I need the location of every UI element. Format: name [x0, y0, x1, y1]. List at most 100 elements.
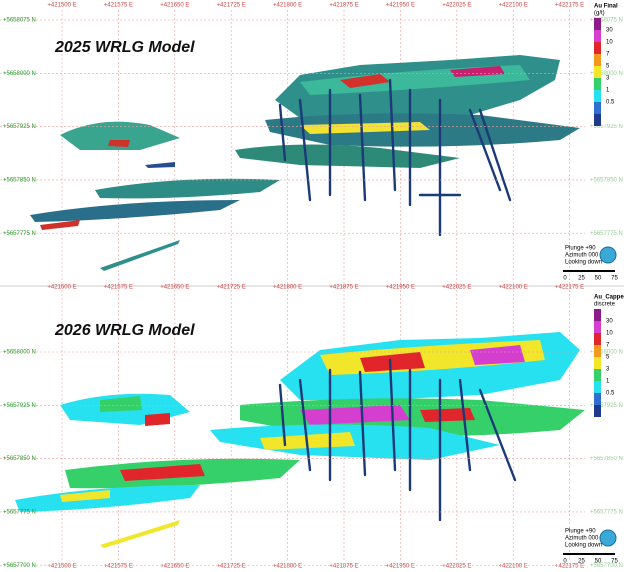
legend-swatch	[594, 393, 601, 405]
legend-title: Au Final	[594, 4, 618, 10]
easting-label: +422100 E	[499, 285, 528, 291]
easting-label: +422025 E	[442, 285, 471, 291]
northing-label: +5657925 N	[590, 403, 623, 409]
northing-label: +5657850 N	[3, 456, 36, 462]
northing-label: +5657775 N	[3, 231, 36, 237]
legend-swatch	[594, 54, 601, 66]
scale-label: 75	[611, 559, 618, 565]
legend-swatch	[594, 90, 601, 102]
northing-label: +5658000 N	[590, 350, 623, 356]
easting-label: +421575 E	[104, 564, 133, 570]
scale-label: 0	[563, 559, 567, 565]
easting-label: +422025 E	[442, 3, 471, 9]
northing-label: +5658000 N	[3, 71, 36, 77]
ore-bodies-2026	[15, 332, 585, 548]
legend-swatch	[594, 18, 601, 30]
easting-label: +421725 E	[217, 3, 246, 9]
legend-swatch	[594, 309, 601, 321]
northing-label: +5658000 N	[590, 71, 623, 77]
view-label: Plunge +90	[565, 529, 596, 535]
easting-label: +421575 E	[104, 3, 133, 9]
northing-label: +5657850 N	[590, 177, 623, 183]
legend-value: 7	[606, 52, 610, 58]
easting-label: +421950 E	[386, 564, 415, 570]
easting-label: +421500 E	[47, 3, 76, 9]
easting-label: +421950 E	[386, 285, 415, 291]
panel-title: 2025 WRLG Model	[54, 39, 195, 56]
legend-swatch	[594, 321, 601, 333]
legend-swatch	[594, 357, 601, 369]
legend-value: 30	[606, 319, 613, 325]
legend-swatch	[594, 66, 601, 78]
easting-label: +421875 E	[329, 3, 358, 9]
legend-value: 0.5	[606, 391, 615, 397]
easting-label: +422175 E	[555, 3, 584, 9]
legend-swatch	[594, 369, 601, 381]
easting-label: +422025 E	[442, 564, 471, 570]
scale-label: 25	[578, 559, 585, 565]
easting-label: +421950 E	[386, 3, 415, 9]
northing-label: +5657925 N	[3, 124, 36, 130]
easting-label: +422100 E	[499, 3, 528, 9]
scale-label: 0	[563, 276, 567, 282]
scale-label: 25	[578, 276, 585, 282]
northing-label: +5657775 N	[590, 231, 623, 237]
legend-swatch	[594, 102, 601, 114]
easting-label: +421500 E	[47, 285, 76, 291]
compass-globe	[599, 246, 617, 264]
legend-swatch	[594, 42, 601, 54]
scale-bar	[563, 270, 615, 272]
panel-title: 2026 WRLG Model	[54, 322, 195, 339]
northing-label: +5657925 N	[3, 403, 36, 409]
easting-label: +421650 E	[160, 3, 189, 9]
legend-swatch	[594, 381, 601, 393]
view-label: Looking down	[565, 543, 602, 549]
legend-swatch	[594, 333, 601, 345]
easting-label: +421725 E	[217, 564, 246, 570]
northing-label: +5657775 N	[3, 509, 36, 515]
scale-bar	[563, 553, 615, 555]
view-label: Plunge +90	[565, 246, 596, 252]
northing-label: +5657850 N	[590, 456, 623, 462]
annotations: +421500 E +421500 E +421500 E +421575 E +421…	[0, 3, 624, 570]
easting-label: +421725 E	[217, 285, 246, 291]
northing-label: +5657850 N	[3, 177, 36, 183]
easting-label: +421575 E	[104, 285, 133, 291]
legend-value: 3	[606, 76, 610, 82]
legend-value: 7	[606, 343, 610, 349]
easting-label: +421875 E	[329, 285, 358, 291]
legend-swatch	[594, 345, 601, 357]
legend-unit: (g/t)	[594, 11, 605, 17]
scale-label: 50	[595, 276, 602, 282]
legend-value: 10	[606, 331, 613, 337]
easting-label: +421875 E	[329, 564, 358, 570]
northing-label: +5657775 N	[590, 509, 623, 515]
legend-value: 1	[606, 88, 610, 94]
legend-value: 30	[606, 28, 613, 34]
easting-label: +422175 E	[555, 564, 584, 570]
northing-label: +5658075 N	[3, 18, 36, 24]
view-label: Azimuth 000	[565, 536, 599, 542]
easting-label: +421650 E	[160, 285, 189, 291]
easting-label: +421800 E	[273, 3, 302, 9]
legend-swatch	[594, 78, 601, 90]
view-label: Azimuth 000	[565, 253, 599, 259]
legend-swatch	[594, 30, 601, 42]
easting-label: +422100 E	[499, 564, 528, 570]
easting-label: +421800 E	[273, 285, 302, 291]
northing-label: +5657925 N	[590, 124, 623, 130]
scale-label: 75	[611, 276, 618, 282]
compass-globe	[599, 529, 617, 547]
northing-label: +5657700 N	[3, 563, 36, 569]
legend-value: 1	[606, 379, 610, 385]
legend-value: 5	[606, 64, 610, 70]
northing-label: +5657700 N	[590, 563, 623, 569]
northing-label: +5658075 N	[590, 18, 623, 24]
legend-swatch	[594, 405, 601, 417]
legend-unit: discrete	[594, 302, 616, 308]
easting-label: +422175 E	[555, 285, 584, 291]
legend-value: 0.5	[606, 100, 615, 106]
scale-label: 50	[595, 559, 602, 565]
